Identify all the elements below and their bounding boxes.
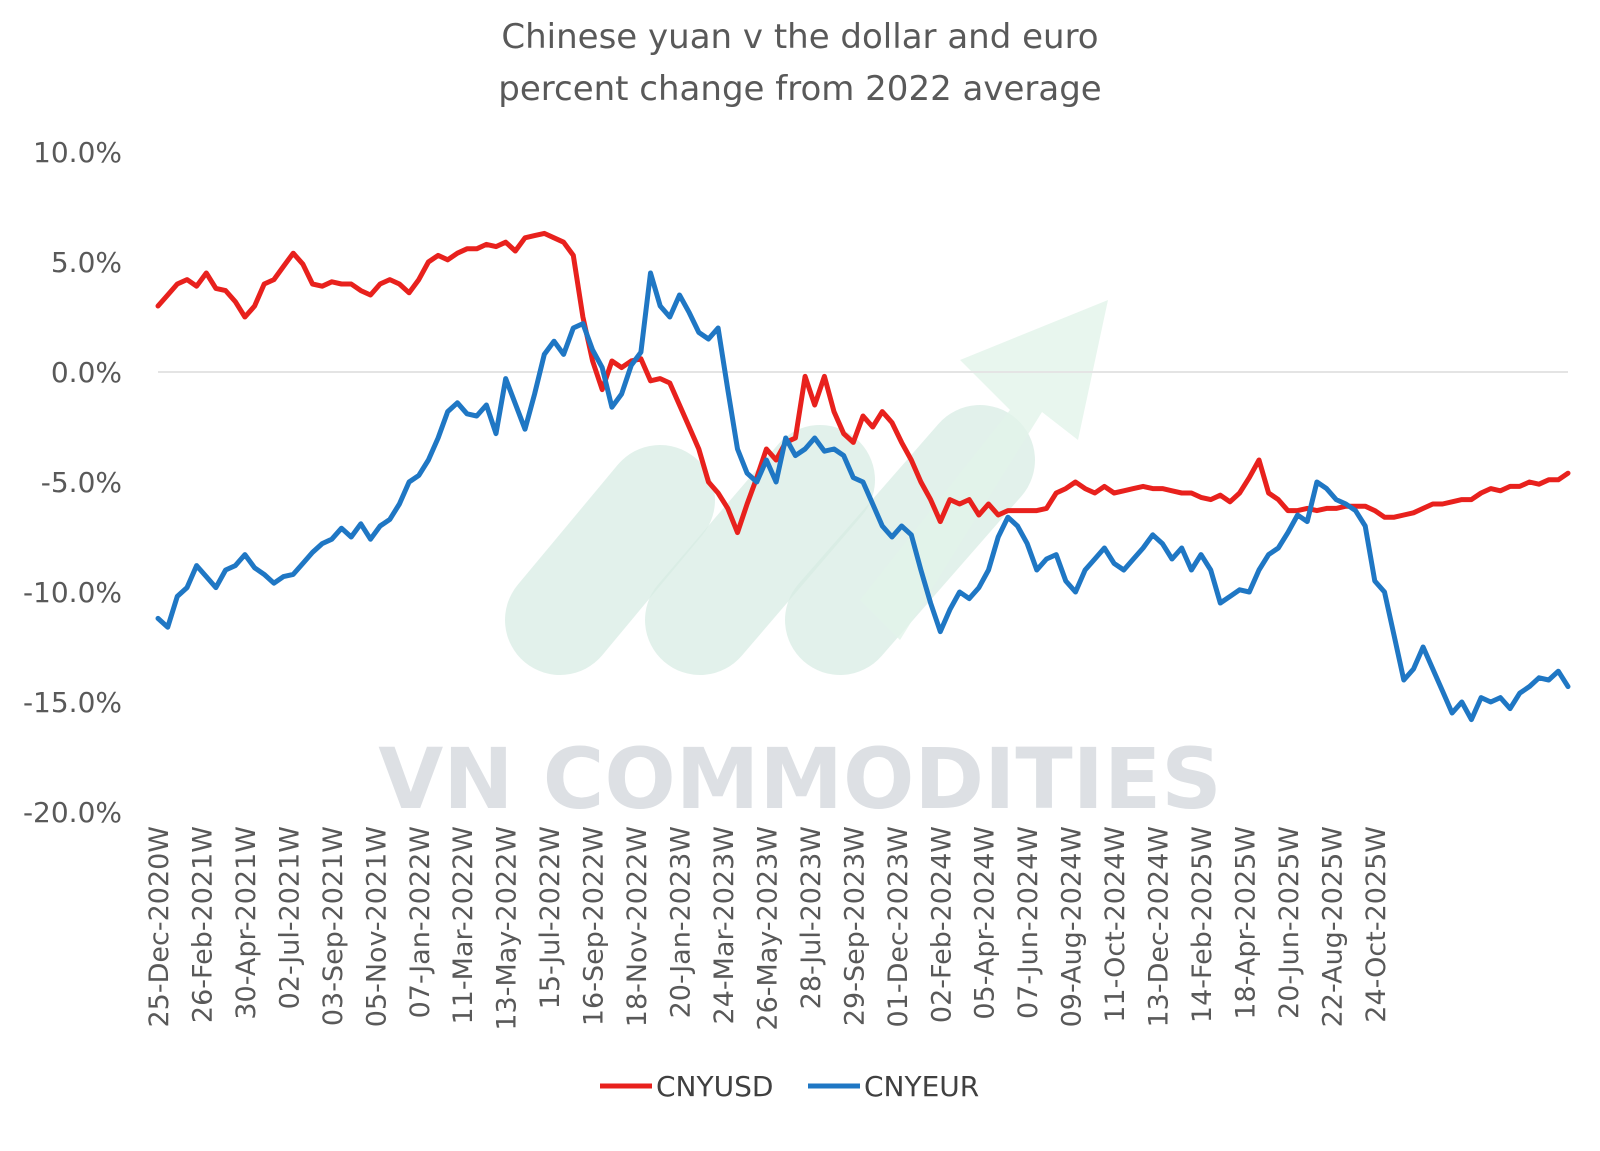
y-tick-label: -5.0%	[41, 466, 122, 499]
watermark: VN COMMODITIES	[378, 300, 1222, 828]
x-tick-label: 16-Sep-2022W	[579, 826, 610, 1026]
x-axis: 25-Dec-2020W 26-Feb-2021W 30-Apr-2021W 02-J…	[144, 826, 1392, 1031]
x-tick-label: 07-Jun-2024W	[1013, 826, 1044, 1019]
x-tick-label: 14-Feb-2025W	[1187, 826, 1218, 1023]
x-tick-label: 11-Mar-2022W	[448, 826, 479, 1024]
x-tick-label: 20-Jun-2025W	[1274, 826, 1305, 1019]
y-tick-label: 10.0%	[33, 136, 122, 169]
x-tick-label: 22-Aug-2025W	[1317, 826, 1348, 1027]
watermark-bar	[505, 445, 715, 675]
x-tick-label: 26-Feb-2021W	[187, 826, 218, 1023]
chart-title-line-1: Chinese yuan v the dollar and euro	[501, 17, 1098, 57]
x-tick-label: 05-Nov-2021W	[361, 826, 392, 1027]
x-tick-label: 02-Jul-2021W	[274, 826, 305, 1009]
x-tick-label: 07-Jan-2022W	[405, 826, 436, 1018]
x-tick-label: 28-Jul-2023W	[796, 826, 827, 1009]
watermark-arrow	[860, 300, 1108, 640]
y-axis: 10.0% 5.0% 0.0% -5.0% -10.0% -15.0% -20.0%	[23, 136, 122, 829]
x-tick-label: 15-Jul-2022W	[535, 826, 566, 1009]
watermark-text: VN COMMODITIES	[378, 730, 1222, 828]
x-tick-label: 09-Aug-2024W	[1057, 826, 1088, 1027]
x-tick-label: 18-Apr-2025W	[1230, 826, 1261, 1020]
y-tick-label: -15.0%	[23, 686, 122, 719]
x-tick-label: 26-May-2023W	[752, 826, 783, 1031]
legend-label-cnyeur: CNYEUR	[864, 1070, 979, 1103]
x-tick-label: 20-Jan-2023W	[666, 826, 697, 1018]
x-tick-label: 24-Mar-2023W	[709, 826, 740, 1024]
plot-area	[155, 230, 1571, 723]
x-tick-label: 05-Apr-2024W	[970, 826, 1001, 1020]
legend: CNYUSD CNYEUR	[600, 1070, 979, 1103]
x-tick-label: 13-Dec-2024W	[1144, 826, 1175, 1028]
x-tick-label: 24-Oct-2025W	[1361, 826, 1392, 1023]
legend-label-cnyusd: CNYUSD	[656, 1070, 773, 1103]
x-tick-label: 02-Feb-2024W	[926, 826, 957, 1023]
y-tick-label: -20.0%	[23, 796, 122, 829]
x-tick-label: 25-Dec-2020W	[144, 826, 175, 1028]
y-tick-label: -10.0%	[23, 576, 122, 609]
watermark-bar	[645, 425, 875, 675]
x-tick-label: 18-Nov-2022W	[622, 826, 653, 1027]
x-tick-label: 29-Sep-2023W	[839, 826, 870, 1026]
series-line-cnyusd	[155, 230, 1571, 536]
x-tick-label: 03-Sep-2021W	[318, 826, 349, 1026]
x-tick-label: 30-Apr-2021W	[231, 826, 262, 1020]
y-tick-label: 5.0%	[51, 246, 122, 279]
chart-title-line-2: percent change from 2022 average	[498, 69, 1101, 109]
x-tick-label: 01-Dec-2023W	[883, 826, 914, 1028]
x-tick-label: 11-Oct-2024W	[1100, 826, 1131, 1023]
series-line-cnyeur	[155, 270, 1571, 723]
x-tick-label: 13-May-2022W	[492, 826, 523, 1031]
y-tick-label: 0.0%	[51, 356, 122, 389]
